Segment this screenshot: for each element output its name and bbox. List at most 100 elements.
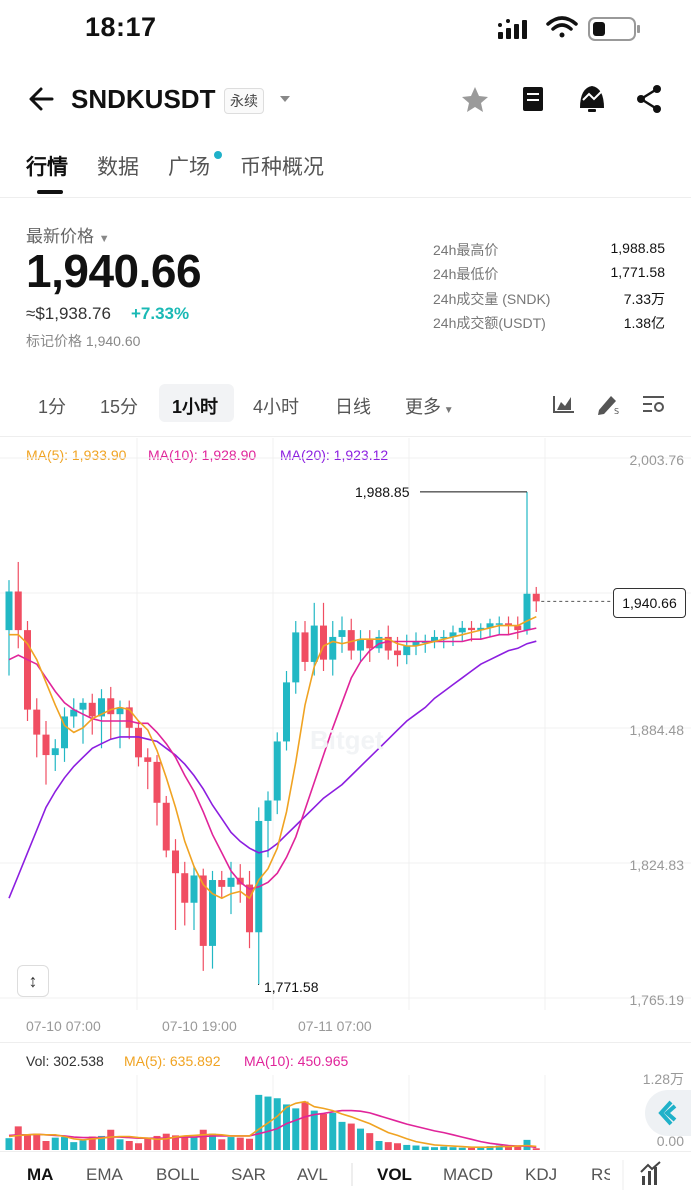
volume-bar	[24, 1135, 31, 1150]
volume-bar	[477, 1147, 485, 1150]
volume-bar	[394, 1143, 401, 1150]
candle-body	[384, 636, 392, 651]
price-alert-bell-icon	[580, 86, 604, 112]
dropdown-caret-icon	[280, 96, 290, 102]
volume-bar	[449, 1147, 457, 1150]
candle-body	[449, 632, 457, 637]
timeframe-4h[interactable]: 4小时	[253, 397, 300, 417]
indicator-avl[interactable]: AVL	[297, 1165, 328, 1184]
volume-bar	[33, 1133, 41, 1150]
divider	[0, 1042, 691, 1043]
candle-body	[70, 709, 78, 717]
candle-body	[357, 639, 364, 651]
time-axis-label: 07-10 07:00	[26, 1018, 101, 1034]
candle-body	[310, 625, 318, 662]
candle-body	[495, 623, 503, 625]
status-icons	[498, 16, 640, 41]
tab-data[interactable]: 数据	[97, 156, 139, 179]
battery-icon	[588, 17, 640, 41]
indicator-ma[interactable]: MA	[27, 1165, 54, 1184]
volume-ma5-legend: MA(5): 635.892	[124, 1053, 221, 1069]
active-timeframe-bg	[159, 384, 234, 422]
timeframe-1h[interactable]: 1小时	[172, 397, 219, 417]
indicator-rs[interactable]: RS	[591, 1165, 615, 1184]
stat-label-high: 24h最高价	[433, 242, 499, 258]
volume-bar	[421, 1146, 429, 1150]
indicator-boll[interactable]: BOLL	[156, 1165, 200, 1184]
candle-body	[301, 632, 309, 662]
header-icons	[280, 85, 661, 113]
chart-resize-button[interactable]: ↕	[17, 965, 49, 997]
favorite-star-icon	[462, 87, 488, 112]
candle-body	[375, 636, 383, 649]
tab-coin-overview[interactable]: 币种概况	[240, 156, 324, 179]
tab-square[interactable]: 广场	[168, 156, 210, 179]
candle-body	[172, 850, 179, 874]
time-axis-label: 07-11 07:00	[298, 1018, 372, 1034]
candle-body	[394, 650, 401, 656]
volume-ma10-line	[8, 1109, 537, 1149]
candle-body	[505, 623, 512, 626]
volume-bar	[209, 1133, 216, 1150]
volume-bar	[440, 1146, 448, 1150]
indicator-ema[interactable]: EMA	[86, 1165, 123, 1184]
volume-bar	[468, 1147, 475, 1150]
candle-body	[116, 707, 124, 715]
floating-assistant-button[interactable]	[645, 1090, 691, 1136]
latest-price-label[interactable]: 最新价格 ▼	[26, 227, 110, 246]
candle-body	[88, 702, 96, 717]
volume-bar	[495, 1145, 503, 1150]
candle-body	[264, 800, 272, 821]
back-arrow-icon[interactable]	[0, 0, 691, 130]
low-price-marker: 1,771.58	[264, 979, 319, 995]
stat-label-volume: 24h成交量 (SNDK)	[433, 291, 551, 307]
usd-price: ≈$1,938.76	[26, 304, 111, 323]
indicator-vol[interactable]: VOL	[377, 1165, 412, 1184]
timeframe-more[interactable]: 更多 ▼	[405, 397, 454, 417]
candle-body	[190, 875, 198, 903]
indicator-macd[interactable]: MACD	[443, 1165, 494, 1184]
volume-bar	[310, 1110, 318, 1150]
volume-bar	[505, 1146, 512, 1150]
timeframe-daily[interactable]: 日线	[335, 397, 371, 417]
candle-body	[273, 741, 281, 801]
mark-price: 标记价格 1,940.60	[26, 333, 141, 349]
indicator-sar[interactable]: SAR	[231, 1165, 266, 1184]
ma5-legend: MA(5): 1,933.90	[26, 447, 127, 463]
watermark-logo: Bitget	[310, 725, 384, 755]
divider	[0, 197, 691, 198]
price-axis-label: 1,765.19	[629, 992, 685, 1008]
volume-bar	[153, 1135, 161, 1150]
ma5-line	[9, 615, 537, 900]
volume-bar	[5, 1138, 13, 1150]
price-change-percent: +7.33%	[131, 304, 190, 323]
candle-body	[135, 727, 142, 758]
volume-bar	[51, 1137, 59, 1150]
candle-body	[162, 802, 170, 851]
candle-body	[79, 702, 87, 710]
status-time: 18:17	[85, 12, 157, 42]
volume-bar	[98, 1135, 105, 1150]
ma10-legend: MA(10): 1,928.90	[148, 447, 257, 463]
candle-body	[532, 593, 540, 602]
timeframe-15m[interactable]: 15分	[100, 397, 139, 417]
candle-body	[125, 707, 133, 728]
candle-body	[5, 591, 13, 631]
volume-bar	[375, 1141, 383, 1150]
candle-body	[107, 698, 115, 715]
timeframe-1m[interactable]: 1分	[38, 397, 67, 417]
candle-body	[403, 646, 411, 656]
candle-body	[51, 748, 59, 756]
candle-body	[144, 757, 152, 762]
candle-body	[14, 591, 22, 631]
volume-bar	[61, 1137, 68, 1150]
candle-body	[468, 627, 475, 631]
volume-bar	[116, 1139, 124, 1150]
wifi-icon	[546, 16, 578, 38]
indicator-kdj[interactable]: KDJ	[525, 1165, 558, 1184]
symbol-title[interactable]: SNDKUSDT	[71, 84, 216, 114]
tab-market[interactable]: 行情	[26, 156, 68, 179]
drawing-tool-icon: S	[598, 396, 619, 416]
chart-settings-icon	[643, 396, 664, 412]
